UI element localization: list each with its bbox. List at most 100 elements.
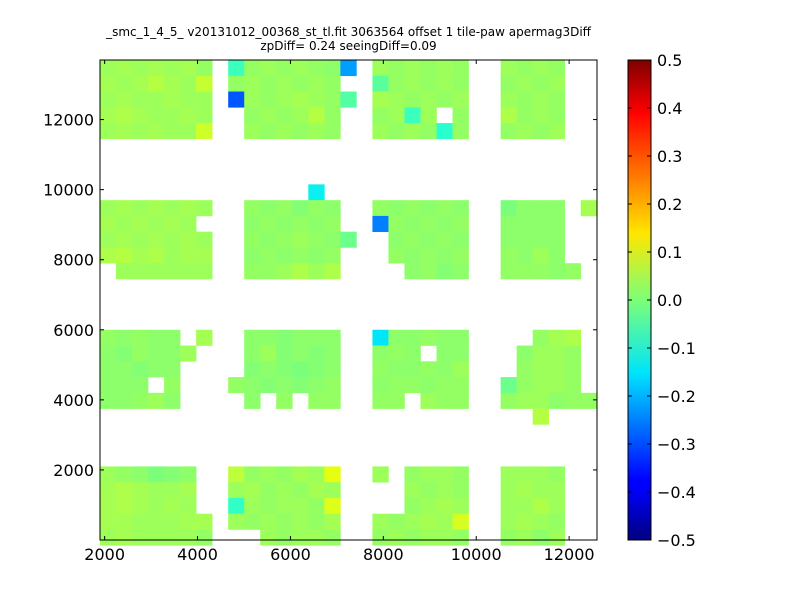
heatmap-cell — [164, 215, 181, 232]
heatmap-cell — [276, 91, 293, 108]
heatmap-cell — [532, 215, 549, 232]
heatmap-cell — [308, 392, 325, 409]
heatmap-cell — [116, 392, 133, 409]
heatmap-cell — [404, 247, 421, 264]
heatmap-cell — [388, 361, 405, 378]
heatmap-cell — [308, 361, 325, 378]
heatmap-cell — [180, 215, 197, 232]
heatmap-cell — [148, 497, 165, 515]
heatmap-cell — [436, 392, 453, 409]
heatmap-cell — [292, 482, 309, 499]
heatmap-cell — [500, 482, 517, 499]
heatmap-cell — [132, 345, 149, 362]
heatmap-cell — [420, 482, 437, 499]
heatmap-cell — [100, 107, 117, 124]
heatmap-cell — [276, 75, 293, 92]
heatmap-cell — [372, 200, 389, 217]
heatmap-cell — [372, 345, 389, 362]
heatmap-cell — [244, 107, 261, 124]
heatmap-cell — [500, 75, 517, 92]
heatmap-cell — [100, 75, 117, 92]
heatmap-cell — [532, 513, 549, 530]
heatmap-cell — [324, 329, 341, 346]
heatmap-cell — [436, 466, 453, 483]
x-tick-label: 2000 — [84, 545, 125, 564]
heatmap-cell — [548, 200, 566, 217]
heatmap-cell — [420, 247, 437, 264]
heatmap-cell — [388, 345, 405, 362]
heatmap-cell — [436, 60, 453, 77]
heatmap-cell — [420, 107, 437, 124]
heatmap-cell — [532, 231, 549, 248]
chart-subtitle: zpDiff= 0.24 seeingDiff=0.09 — [260, 39, 437, 53]
heatmap-cell — [452, 123, 469, 140]
heatmap-cell — [500, 377, 517, 394]
heatmap-cell — [164, 123, 181, 140]
heatmap-cell — [516, 392, 533, 409]
heatmap-cell — [548, 392, 566, 409]
heatmap-cell — [180, 231, 197, 248]
heatmap-cell — [436, 123, 453, 140]
heatmap-cell — [308, 377, 325, 394]
heatmap-cell — [340, 60, 357, 77]
heatmap-cell — [324, 361, 341, 378]
heatmap-cell — [308, 91, 325, 108]
heatmap-cell — [420, 123, 437, 140]
heatmap-cell — [452, 200, 469, 217]
heatmap-cell — [324, 529, 341, 546]
heatmap-cell — [292, 497, 309, 515]
heatmap-cell — [260, 75, 277, 92]
heatmap-cell — [244, 345, 261, 362]
heatmap-cell — [276, 482, 293, 499]
heatmap-cell — [340, 91, 357, 108]
heatmap-cell — [324, 231, 341, 248]
heatmap-cell — [276, 529, 293, 546]
heatmap-cell — [452, 263, 469, 280]
heatmap-cell — [516, 529, 533, 546]
heatmap-cell — [532, 91, 549, 108]
heatmap-cell — [100, 361, 117, 378]
heatmap-cell — [260, 497, 277, 515]
heatmap-cell — [292, 107, 309, 124]
heatmap-cell — [372, 377, 389, 394]
heatmap-cell — [308, 107, 325, 124]
heatmap-cell — [132, 91, 149, 108]
heatmap-cell — [436, 482, 453, 499]
heatmap-cell — [276, 60, 293, 77]
heatmap-cell — [164, 392, 181, 409]
heatmap-cell — [372, 392, 389, 409]
heatmap-cell — [244, 497, 261, 515]
heatmap-cell — [436, 200, 453, 217]
heatmap-cell — [260, 482, 277, 499]
heatmap-cell — [132, 247, 149, 264]
heatmap-cell — [196, 263, 213, 280]
heatmap-cell — [116, 231, 133, 248]
heatmap-cell — [244, 75, 261, 92]
heatmap-cell — [500, 231, 517, 248]
heatmap-cell — [164, 529, 181, 546]
heatmap-cell — [100, 497, 117, 515]
colorbar-tick-label: −0.4 — [657, 483, 696, 502]
heatmap-cell — [388, 60, 405, 77]
heatmap-cell — [420, 91, 437, 108]
heatmap-cell — [372, 91, 389, 108]
heatmap-cell — [532, 408, 549, 425]
heatmap-cell — [244, 200, 261, 217]
heatmap-cell — [532, 247, 549, 264]
heatmap-cell — [324, 107, 341, 124]
heatmap-cell — [500, 200, 517, 217]
heatmap-cell — [180, 200, 197, 217]
heatmap-cell — [164, 329, 181, 346]
heatmap-cell — [308, 482, 325, 499]
heatmap-cell — [228, 91, 245, 108]
heatmap-cell — [244, 91, 261, 108]
heatmap-cell — [500, 497, 517, 515]
heatmap-cell — [516, 513, 533, 530]
heatmap-cell — [132, 263, 149, 280]
heatmap-cell — [164, 75, 181, 92]
heatmap-cell — [308, 497, 325, 515]
heatmap-cell — [404, 466, 421, 483]
y-tick-label: 10000 — [43, 181, 94, 200]
heatmap-cell — [388, 200, 405, 217]
